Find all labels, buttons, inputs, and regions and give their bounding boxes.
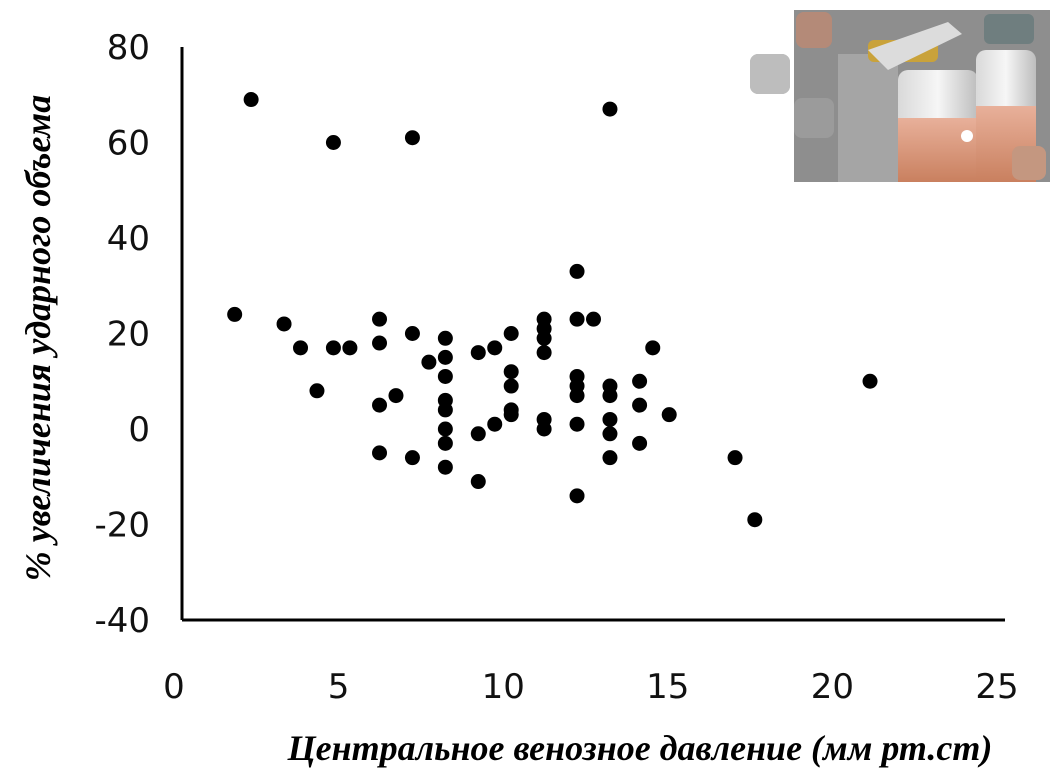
y-tick-label: -40 xyxy=(94,601,150,641)
y-tick-label: -20 xyxy=(94,506,150,546)
y-tick-label: 60 xyxy=(107,124,150,164)
x-tick-label: 10 xyxy=(482,667,525,707)
data-point xyxy=(437,421,453,437)
data-point xyxy=(470,426,486,442)
data-point xyxy=(437,435,453,451)
data-point xyxy=(632,373,648,389)
data-point xyxy=(404,326,420,341)
data-point xyxy=(487,416,503,432)
x-tick-label: 25 xyxy=(975,667,1018,707)
data-point xyxy=(342,340,358,356)
data-point xyxy=(372,445,388,461)
data-point xyxy=(470,474,486,490)
data-point xyxy=(404,130,420,146)
data-point xyxy=(747,512,763,528)
data-point xyxy=(487,340,503,356)
data-point xyxy=(602,101,618,117)
data-point xyxy=(602,388,618,404)
data-point xyxy=(437,459,453,475)
y-tick-label: 40 xyxy=(107,219,150,259)
data-point xyxy=(325,340,341,356)
data-point xyxy=(421,354,437,370)
data-point xyxy=(536,421,552,437)
data-point xyxy=(243,92,259,108)
data-point xyxy=(503,364,519,380)
y-tick-labels: 80 60 40 20 0 -20 -40 xyxy=(94,28,150,641)
data-points xyxy=(227,92,878,528)
data-point xyxy=(569,488,585,504)
x-tick-labels: 0 5 10 15 20 25 xyxy=(163,667,1018,707)
data-point xyxy=(569,388,585,404)
data-point xyxy=(437,368,453,384)
x-tick-label: 20 xyxy=(811,667,854,707)
x-tick-label: 5 xyxy=(328,667,350,707)
y-tick-label: 20 xyxy=(107,315,150,355)
data-point xyxy=(437,330,453,346)
data-point xyxy=(727,450,743,466)
data-point xyxy=(470,345,486,361)
data-point xyxy=(404,450,420,466)
data-point xyxy=(632,435,648,451)
data-point xyxy=(569,416,585,432)
y-axis-title: % увеличения ударного объема xyxy=(18,95,58,581)
x-tick-label: 15 xyxy=(646,667,689,707)
data-point xyxy=(372,397,388,413)
y-tick-label: 0 xyxy=(128,410,150,450)
data-point xyxy=(309,383,325,399)
x-tick-label: 0 xyxy=(163,667,185,707)
data-point xyxy=(503,326,519,341)
data-point xyxy=(602,450,618,466)
data-point xyxy=(325,135,341,150)
data-point xyxy=(437,349,453,365)
data-point xyxy=(632,397,648,413)
data-point xyxy=(372,335,388,351)
data-point xyxy=(437,402,453,418)
data-point xyxy=(569,311,585,327)
data-point xyxy=(536,330,552,346)
data-point xyxy=(503,378,519,394)
data-point xyxy=(227,306,243,322)
data-point xyxy=(293,340,309,356)
data-point xyxy=(569,263,585,279)
data-point xyxy=(372,311,388,327)
data-point xyxy=(602,411,618,427)
y-tick-label: 80 xyxy=(107,28,150,68)
data-point xyxy=(586,311,601,327)
data-point xyxy=(388,388,404,404)
data-point xyxy=(602,426,618,442)
data-point xyxy=(276,316,292,332)
x-axis-title: Центральное венозное давление (мм рт.ст) xyxy=(287,728,993,768)
data-point xyxy=(503,407,519,423)
data-point xyxy=(862,373,878,389)
data-point xyxy=(645,340,661,356)
data-point xyxy=(661,407,677,423)
vials-photo xyxy=(748,10,1050,182)
y-axis-title-group: % увеличения ударного объема xyxy=(18,95,58,581)
data-point xyxy=(536,345,552,361)
